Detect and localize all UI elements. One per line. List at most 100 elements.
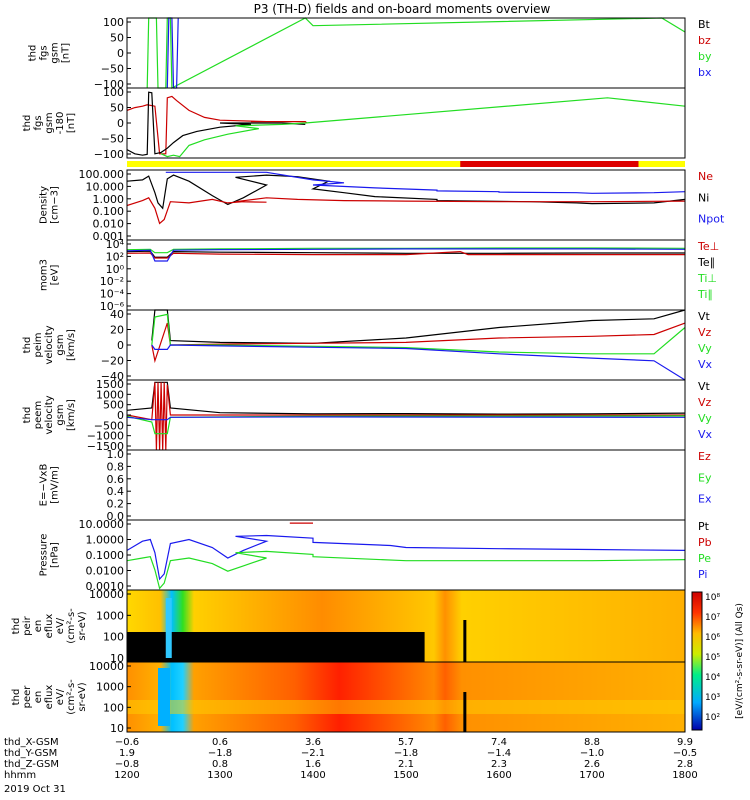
legend-Ni: Ni bbox=[698, 191, 709, 204]
ytick-label: 1000 bbox=[96, 681, 124, 694]
ytick-label: 0 bbox=[117, 339, 124, 352]
ylabel-line: en bbox=[33, 691, 44, 704]
ytick-label: 100 bbox=[103, 631, 124, 644]
ytick-label: 0.8 bbox=[107, 460, 125, 473]
ytick-label: 40 bbox=[110, 308, 124, 321]
xaxis-value: 1600 bbox=[486, 770, 511, 781]
ytick-label: 500 bbox=[103, 399, 124, 412]
ytick-label: 50 bbox=[110, 102, 124, 115]
panel-frame bbox=[126, 169, 686, 241]
ylabel-line: [cm−3] bbox=[50, 186, 61, 224]
ytick-label: 0.001 bbox=[93, 230, 125, 243]
series-Ni-density bbox=[126, 174, 686, 210]
ytick-label: −100 bbox=[94, 78, 124, 91]
panel-frame bbox=[126, 449, 686, 521]
ylabel-line: [eV] bbox=[50, 265, 61, 286]
xaxis-value: 1300 bbox=[207, 770, 232, 781]
ytick-label: 0.2 bbox=[107, 498, 125, 511]
series-Vx-peim_velocity bbox=[151, 344, 686, 381]
date-label: 2019 Oct 31 bbox=[4, 784, 66, 795]
xaxis-value: 0.6 bbox=[212, 737, 228, 748]
colorbar-tick: 10³ bbox=[705, 693, 720, 703]
ytick-label: 50 bbox=[110, 32, 124, 45]
xaxis-value: −1.0 bbox=[580, 748, 604, 759]
ytick-label: 10000 bbox=[89, 588, 124, 601]
xaxis-value: 2.1 bbox=[398, 759, 414, 770]
ylabel-line: gsm bbox=[50, 42, 61, 63]
series-Vz-peem_velocity bbox=[126, 382, 685, 451]
ytick-label: 0 bbox=[117, 47, 124, 60]
legend-Vt: Vt bbox=[698, 380, 711, 393]
ylabel-line: peim bbox=[33, 332, 44, 357]
ytick-label: −40 bbox=[101, 370, 124, 383]
xaxis-value: −1.8 bbox=[394, 748, 418, 759]
colorbar-tick: 10⁴ bbox=[705, 673, 720, 683]
ylabel-line: velocity bbox=[44, 325, 55, 364]
heatmap-cold-stripe bbox=[158, 668, 170, 726]
ylabel-line: gsm bbox=[44, 112, 55, 133]
legend-bx: bx bbox=[698, 66, 712, 79]
xaxis-value: −1.4 bbox=[487, 748, 511, 759]
xaxis-row-label: hhmm bbox=[4, 770, 36, 781]
ytick-label: −50 bbox=[101, 63, 124, 76]
ytick-label: 1000 bbox=[96, 388, 124, 401]
ytick-label: −20 bbox=[101, 355, 124, 368]
series-bz-fgs bbox=[126, 95, 308, 155]
ylabel-line: thd bbox=[22, 115, 33, 132]
panel-fgs_zoom: 100 50 0 −50 −100 thd fgs gsm [nT] Bt bz by bx bbox=[28, 16, 712, 91]
xaxis-row-label: thd_X-GSM bbox=[4, 737, 59, 748]
legend-Vt: Vt bbox=[698, 310, 711, 323]
legend-Pi: Pi bbox=[698, 568, 707, 581]
ytick-label: 0.4 bbox=[107, 485, 125, 498]
legend-Ne: Ne bbox=[698, 170, 713, 183]
ylabel-line: [nT] bbox=[61, 43, 72, 63]
panel-frame bbox=[126, 239, 686, 311]
ytick-label: −500 bbox=[94, 419, 124, 432]
heatmap-dark-band bbox=[127, 632, 425, 662]
status-bar-red bbox=[460, 161, 639, 167]
panel-peer_eflux: 10000 1000 100 10 thd peer en eflux eV/(cm²-s-sr… bbox=[11, 660, 686, 735]
xaxis-value: 1.9 bbox=[119, 748, 135, 759]
figure-title: P3 (TH-D) fields and on-board moments ov… bbox=[254, 2, 551, 16]
legend-Ti⊥: Ti⊥ bbox=[697, 272, 717, 285]
ytick-label: 1.0000 bbox=[86, 534, 125, 547]
ylabel-line: thd bbox=[11, 618, 22, 635]
xaxis-value: −0.8 bbox=[115, 759, 139, 770]
ytick-label: −1500 bbox=[87, 440, 124, 453]
ytick-label: 1.000 bbox=[93, 193, 125, 206]
ylabel-line: eflux bbox=[44, 685, 55, 710]
ylabel-line: E=−VxB bbox=[39, 464, 50, 507]
xaxis-value: −1.8 bbox=[208, 748, 232, 759]
series-Vy-peem_velocity bbox=[126, 415, 686, 435]
legend-Ez: Ez bbox=[698, 450, 711, 463]
legend-Vz: Vz bbox=[698, 326, 712, 339]
xaxis-value: 5.7 bbox=[398, 737, 414, 748]
ytick-label: 0.6 bbox=[107, 473, 125, 486]
ytick-label: 20 bbox=[110, 324, 124, 337]
panel-peim_velocity: 40 20 0 −20 −40 thd peim velocity gsm [km/s] Vt Vz V… bbox=[22, 308, 713, 383]
legend-Vz: Vz bbox=[698, 396, 712, 409]
colorbar-tick: 10⁵ bbox=[705, 653, 720, 663]
colorbar: 10⁸ 10⁷ 10⁶ 10⁵ 10⁴ 10³ 10² [eV/(cm²-s-sr-eV)] … bbox=[691, 591, 745, 731]
ylabel-line: en bbox=[33, 620, 44, 633]
series-Ne-density bbox=[126, 197, 686, 225]
ylabel-line: [km/s] bbox=[66, 399, 77, 431]
series-Te∥-temperature bbox=[126, 250, 685, 258]
ylabel-line: [km/s] bbox=[66, 329, 77, 361]
ytick-label: 0.1000 bbox=[86, 549, 125, 562]
ytick-label: 1.0 bbox=[107, 448, 125, 461]
colorbar-tick: 10⁷ bbox=[705, 613, 720, 623]
ytick-label: 100 bbox=[103, 86, 124, 99]
status-bar bbox=[127, 161, 685, 167]
ylabel-line: fgs bbox=[39, 45, 50, 60]
xaxis-value: 9.9 bbox=[677, 737, 693, 748]
ylabel-line: (cm²-s- bbox=[66, 679, 77, 715]
xaxis-value: 1400 bbox=[300, 770, 325, 781]
ylabel-line: thd bbox=[28, 45, 39, 62]
xaxis-value: 1.6 bbox=[305, 759, 321, 770]
ylabel-line: eV/ bbox=[55, 688, 66, 705]
colorbar-label: [eV/(cm²-s-sr-eV)] (All Qs) bbox=[735, 603, 745, 719]
